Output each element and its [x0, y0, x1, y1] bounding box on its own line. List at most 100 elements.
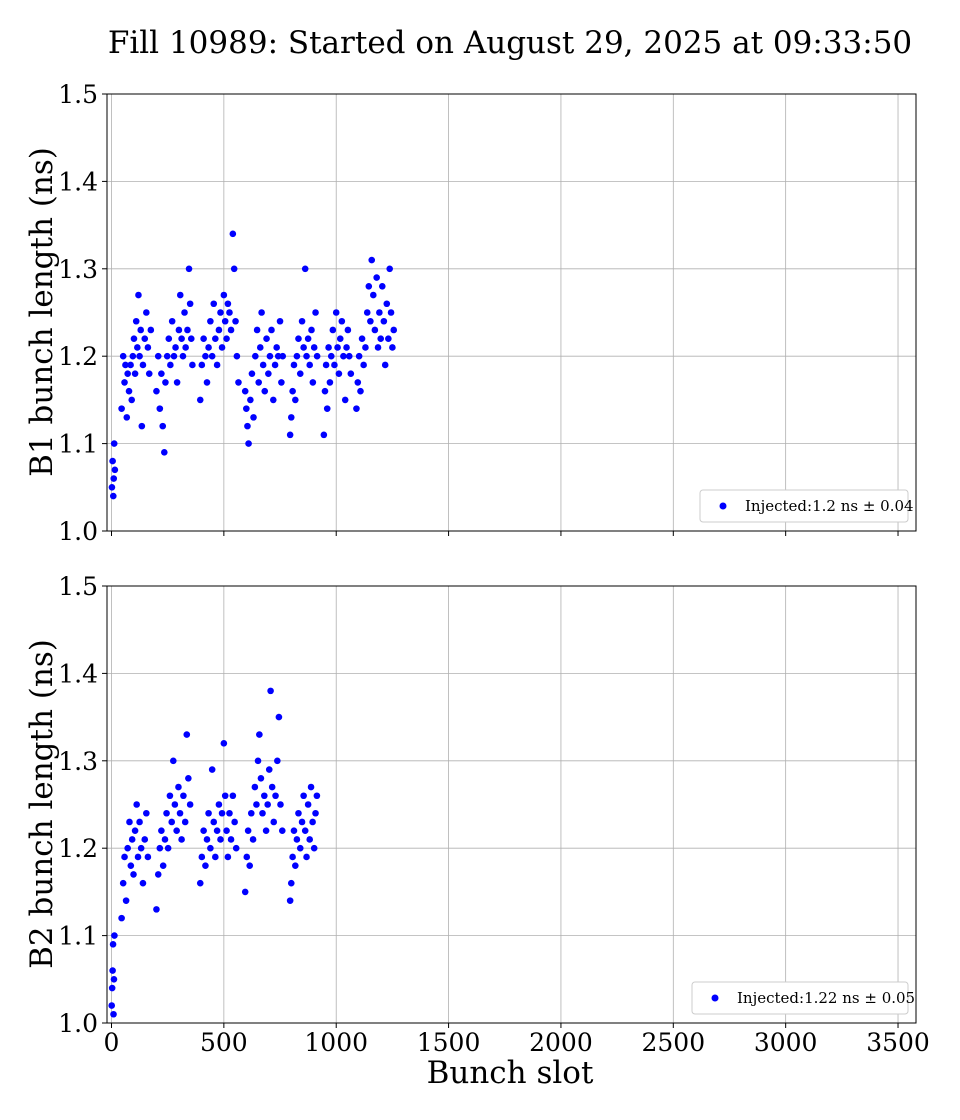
b1-data-point: [110, 440, 118, 447]
b1-data-point: [226, 309, 233, 316]
b1-data-point: [145, 370, 153, 377]
b1-data-point: [243, 405, 250, 412]
b1-data-point: [365, 282, 373, 290]
b1-data-point: [347, 370, 355, 377]
b1-data-point: [218, 344, 226, 351]
b2-y-tick-label: 1.5: [58, 572, 98, 601]
b2-data-point: [293, 836, 301, 843]
b2-data-point: [139, 879, 147, 887]
b2-data-point: [136, 818, 143, 826]
b2-data-point: [295, 809, 302, 817]
b2-plot-area: [106, 585, 917, 1024]
b2-data-point: [108, 984, 116, 992]
b1-data-point: [176, 291, 184, 299]
b2-data-point: [141, 836, 149, 843]
b1-data-point: [252, 352, 259, 360]
b2-data-point: [154, 871, 162, 878]
b2-data-point: [121, 853, 128, 861]
b1-data-point: [224, 300, 232, 308]
b1-data-point: [109, 492, 117, 500]
b1-data-point: [256, 344, 264, 351]
b2-data-point: [298, 818, 306, 826]
b1-data-point: [154, 352, 162, 360]
b2-data-point: [109, 941, 117, 948]
b2-data-point: [264, 801, 271, 808]
b1-data-point: [162, 379, 169, 386]
chart-title: Fill 10989: Started on August 29, 2025 a…: [108, 25, 912, 61]
b1-data-point: [289, 387, 296, 395]
b1-data-point: [138, 422, 146, 430]
b1-data-point: [196, 396, 204, 404]
b1-data-point: [247, 396, 254, 404]
b1-data-point: [271, 361, 279, 369]
b2-data-point: [287, 879, 295, 887]
b2-data-point: [257, 774, 265, 782]
b1-data-point: [173, 379, 181, 386]
b2-axis-ticks: 0 500 1000 1500 2000 2500 3000 3500 1.0 1.1 1.2 1.3…: [58, 572, 930, 1057]
b2-y-axis-label: B2 bunch length (ns): [24, 639, 60, 969]
b1-data-point: [373, 274, 380, 281]
b2-data-point: [243, 853, 251, 861]
b2-data-point: [173, 827, 180, 835]
b2-y-tick-label: 1.1: [58, 922, 98, 951]
b2-data-point: [309, 818, 316, 826]
b1-data-point: [217, 309, 224, 316]
b1-data-point: [304, 335, 312, 343]
b1-data-point: [325, 344, 332, 351]
b1-data-point: [303, 352, 310, 360]
b1-data-point: [340, 352, 347, 360]
b1-y-tick-label: 1.5: [58, 80, 98, 109]
b2-y-tick-label: 1.0: [58, 1009, 98, 1038]
b2-data-point: [208, 766, 216, 773]
b2-y-tick-label: 1.2: [58, 834, 98, 863]
b1-data-point: [368, 256, 376, 264]
b1-data-point: [367, 317, 374, 325]
b1-data-point: [292, 396, 299, 404]
b1-data-point: [223, 335, 230, 343]
b2-data-point: [300, 792, 307, 800]
b1-data-point: [354, 379, 362, 386]
b2-data-point: [119, 879, 127, 887]
b2-data-point: [212, 853, 219, 861]
b1-data-point: [338, 317, 346, 325]
b1-y-tick-label: 1.4: [58, 167, 98, 196]
b2-data-point: [265, 766, 273, 773]
b2-legend-marker: [711, 994, 719, 1002]
b1-data-point: [309, 379, 317, 386]
b2-data-point: [210, 818, 218, 826]
b1-legend-marker: [719, 502, 727, 510]
b1-data-point: [313, 352, 321, 360]
b1-data-point: [390, 326, 398, 334]
b2-data-point: [202, 862, 209, 869]
b2-data-point: [181, 818, 189, 826]
b2-data-point: [226, 809, 233, 817]
b2-data-point: [118, 914, 125, 922]
b1-data-point: [378, 282, 386, 290]
x-tick-label: 2500: [641, 1028, 705, 1057]
b2-panel: 0 500 1000 1500 2000 2500 3000 3500 1.0 1.1 1.2 1.3…: [24, 572, 930, 1091]
b2-data-point: [171, 801, 179, 808]
b1-data-point: [168, 317, 176, 325]
b2-legend: Injected:1.22 ns ± 0.05: [691, 981, 915, 1015]
b2-data-point: [262, 827, 270, 835]
x-axis-label: Bunch slot: [427, 1055, 594, 1091]
b1-data-point: [232, 317, 239, 325]
b2-data-point: [134, 853, 142, 861]
b2-data-point: [180, 792, 187, 800]
b1-data-point: [172, 344, 179, 351]
b2-data-point: [296, 844, 304, 852]
b1-data-point: [170, 352, 178, 360]
b1-data-point: [322, 361, 330, 369]
b1-data-point: [129, 352, 137, 360]
x-tick-label: 500: [200, 1028, 248, 1057]
b1-data-point: [273, 344, 280, 351]
b1-legend-box: [699, 489, 909, 523]
b2-data-point: [231, 818, 238, 826]
b1-data-point: [163, 352, 171, 360]
b1-data-point: [198, 361, 206, 369]
b1-data-point: [185, 265, 193, 273]
b2-data-point: [232, 844, 240, 852]
b1-data-point: [355, 352, 363, 360]
b1-data-point: [108, 484, 116, 491]
b1-data-point: [128, 396, 136, 404]
